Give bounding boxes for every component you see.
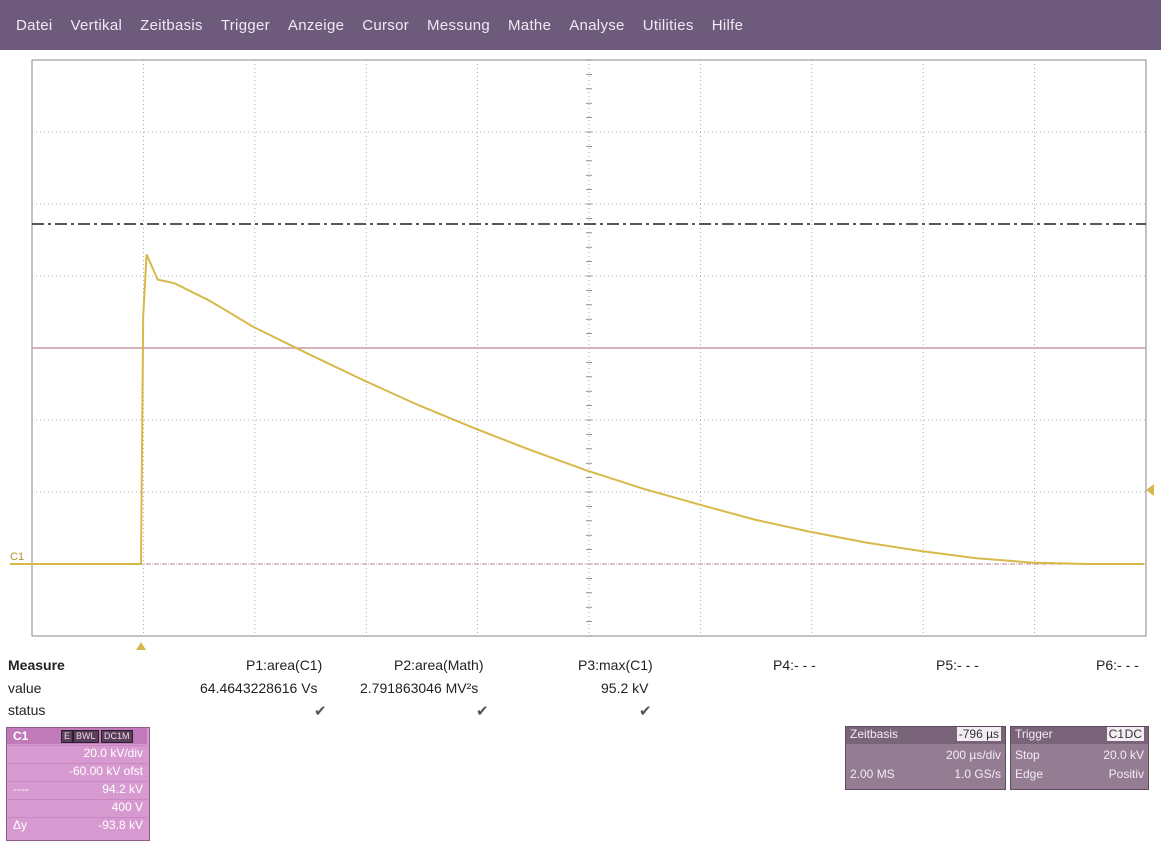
p1-value: 64.4643228616 Vs [200,680,318,696]
p6-name[interactable]: P6:- - - [1096,657,1139,673]
p4-name[interactable]: P4:- - - [773,657,816,673]
trigger-coupling-tag: DC [1122,727,1144,741]
c1-row3-value: 94.2 kV [102,782,143,796]
trigger-position-marker[interactable] [136,642,146,650]
p2-name[interactable]: P2:area(Math) [394,657,484,673]
trigger-title: Trigger [1015,727,1053,741]
menu-cursor[interactable]: Cursor [362,16,410,34]
status-row-label: status [8,702,46,718]
trigger-slope: Positiv [1108,767,1144,781]
c1-tag-bwl: BWL [73,730,99,743]
trigger-descriptor[interactable]: Trigger C1 DC Stop 20.0 kV Edge Positiv [1010,726,1149,790]
menu-vertikal[interactable]: Vertikal [70,16,123,34]
timebase-rate: 1.0 GS/s [954,767,1001,781]
measurement-table: Measure P1:area(C1) P2:area(Math) P3:max… [0,655,1161,725]
channel-marker-c1[interactable]: C1 [10,551,24,563]
menu-utilities[interactable]: Utilities [642,16,694,34]
c1-row4-value: 400 V [111,800,143,814]
timebase-timediv: 200 µs/div [946,748,1001,762]
p2-value: 2.791863046 MV²s [360,680,479,696]
menu-datei[interactable]: Datei [16,16,53,34]
waveform-display[interactable]: C1 [0,52,1161,652]
c1-row3-label: ---- [13,782,29,796]
channel-c1-descriptor[interactable]: C1 E BWL DC1M 20.0 kV/div -60.00 kV ofst… [6,727,150,841]
menu-zeitbasis[interactable]: Zeitbasis [140,16,203,34]
measure-header: Measure [8,657,65,673]
timebase-samples: 2.00 MS [850,767,895,781]
c1-header: C1 E BWL DC1M [7,728,147,744]
trigger-level-marker[interactable] [1146,484,1154,496]
c1-delta-y-value: -93.8 kV [98,818,143,832]
trigger-mode: Stop [1015,748,1040,762]
c1-scale: 20.0 kV/div [83,746,143,760]
c1-offset: -60.00 kV ofst [68,764,143,778]
timebase-title: Zeitbasis [850,727,899,741]
menu-bar: Datei Vertikal Zeitbasis Trigger Anzeige… [0,0,1161,50]
p5-name[interactable]: P5:- - - [936,657,979,673]
trigger-level: 20.0 kV [1103,748,1144,762]
menu-trigger[interactable]: Trigger [220,16,270,34]
p3-value: 95.2 kV [601,680,649,696]
p2-status-check-icon: ✔ [476,703,489,720]
p1-name[interactable]: P1:area(C1) [246,657,323,673]
menu-hilfe[interactable]: Hilfe [711,16,744,34]
value-row-label: value [8,680,42,696]
c1-delta-y-label: Δy [13,818,28,832]
trigger-source-tag: C1 [1106,727,1126,741]
menu-analyse[interactable]: Analyse [569,16,625,34]
timebase-descriptor[interactable]: Zeitbasis -796 µs 200 µs/div 2.00 MS 1.0… [845,726,1006,790]
p3-name[interactable]: P3:max(C1) [578,657,653,673]
trigger-type: Edge [1015,767,1044,781]
menu-mathe[interactable]: Mathe [508,16,552,34]
p1-status-check-icon: ✔ [314,703,327,720]
timebase-delay: -796 µs [956,727,1001,741]
p3-status-check-icon: ✔ [639,703,652,720]
menu-anzeige[interactable]: Anzeige [287,16,345,34]
c1-tag-e: E [61,730,74,743]
c1-name: C1 [13,729,29,743]
menu-messung[interactable]: Messung [427,16,491,34]
c1-waveform-trace [10,253,1144,565]
c1-tag-dc1m: DC1M [101,730,133,743]
